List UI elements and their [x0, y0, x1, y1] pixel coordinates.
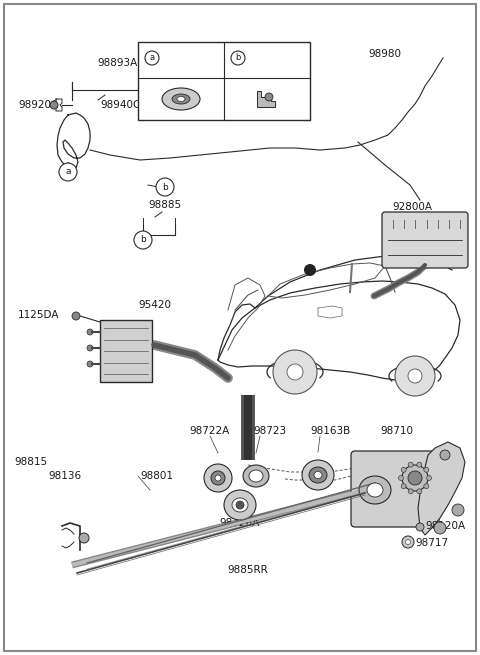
Circle shape [401, 467, 406, 472]
Text: 98940C: 98940C [100, 100, 140, 110]
Text: 95420: 95420 [138, 300, 171, 310]
Text: a: a [149, 54, 155, 62]
Text: 98710: 98710 [380, 426, 413, 436]
Text: b: b [140, 236, 146, 244]
Ellipse shape [215, 475, 221, 481]
Circle shape [304, 264, 316, 276]
Circle shape [231, 51, 245, 65]
Circle shape [87, 345, 93, 351]
Polygon shape [418, 442, 465, 535]
Circle shape [401, 484, 406, 489]
Circle shape [402, 536, 414, 548]
Circle shape [434, 522, 446, 534]
Ellipse shape [359, 476, 391, 504]
FancyBboxPatch shape [351, 451, 439, 527]
Text: 92800A: 92800A [392, 202, 432, 212]
Circle shape [87, 361, 93, 367]
Text: 1125DA: 1125DA [18, 310, 60, 320]
Circle shape [424, 467, 429, 472]
Text: 98717: 98717 [415, 538, 448, 548]
Text: 81199: 81199 [248, 58, 281, 68]
Circle shape [406, 540, 410, 544]
Text: 98980: 98980 [368, 49, 401, 59]
Circle shape [398, 476, 404, 481]
Text: a: a [65, 168, 71, 176]
Circle shape [424, 484, 429, 489]
Ellipse shape [162, 88, 200, 110]
Ellipse shape [211, 471, 225, 485]
Text: 98801: 98801 [140, 471, 173, 481]
Polygon shape [257, 91, 275, 107]
Text: 98726A: 98726A [220, 518, 260, 528]
Circle shape [408, 369, 422, 383]
Ellipse shape [224, 490, 256, 520]
Ellipse shape [402, 465, 428, 491]
Circle shape [50, 101, 58, 109]
Text: 98885: 98885 [148, 200, 181, 210]
Ellipse shape [367, 483, 383, 497]
Circle shape [417, 462, 422, 467]
Ellipse shape [265, 93, 273, 101]
Circle shape [416, 523, 424, 531]
Bar [100, 320, 152, 382]
Circle shape [79, 533, 89, 543]
Ellipse shape [309, 467, 327, 483]
Text: 98120A: 98120A [425, 521, 465, 531]
Text: 9885RR: 9885RR [228, 565, 268, 575]
Ellipse shape [243, 465, 269, 487]
Ellipse shape [314, 472, 322, 479]
Ellipse shape [249, 470, 263, 482]
Text: b: b [235, 54, 240, 62]
Ellipse shape [172, 94, 190, 104]
Circle shape [145, 51, 159, 65]
Ellipse shape [408, 471, 422, 485]
Circle shape [72, 312, 80, 320]
Text: 98920A: 98920A [18, 100, 58, 110]
Circle shape [427, 476, 432, 481]
Ellipse shape [177, 96, 185, 102]
Text: 98163B: 98163B [310, 426, 350, 436]
Circle shape [134, 231, 152, 249]
Text: 98136: 98136 [48, 471, 81, 481]
Bar [138, 42, 310, 120]
FancyBboxPatch shape [382, 212, 468, 268]
Circle shape [440, 450, 450, 460]
Circle shape [417, 489, 422, 494]
Circle shape [236, 501, 244, 509]
Ellipse shape [204, 464, 232, 492]
Ellipse shape [302, 460, 334, 490]
Text: b: b [162, 183, 168, 191]
Circle shape [87, 329, 93, 335]
Circle shape [59, 163, 77, 181]
Circle shape [273, 350, 317, 394]
Circle shape [156, 178, 174, 196]
Text: 98940C: 98940C [162, 58, 203, 68]
Text: 98893A: 98893A [98, 58, 138, 68]
Circle shape [452, 504, 464, 516]
Circle shape [408, 462, 413, 467]
Text: 98722A: 98722A [190, 426, 230, 436]
Circle shape [395, 356, 435, 396]
Text: 98723: 98723 [253, 426, 286, 436]
Ellipse shape [232, 498, 248, 512]
Circle shape [408, 489, 413, 494]
Text: 98815: 98815 [14, 457, 47, 467]
Circle shape [287, 364, 303, 380]
